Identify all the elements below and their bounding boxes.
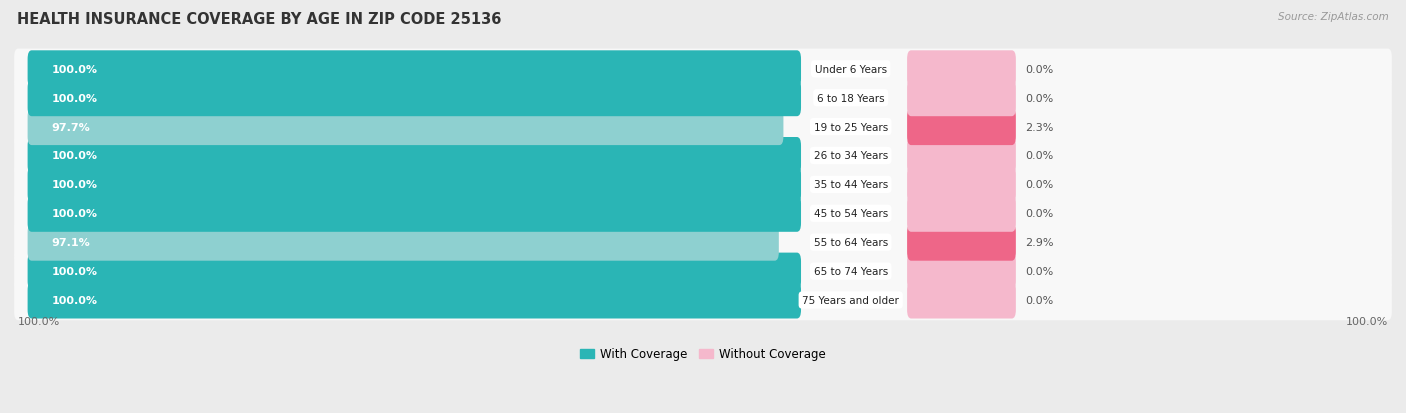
Text: 6 to 18 Years: 6 to 18 Years bbox=[817, 93, 884, 103]
Text: 100.0%: 100.0% bbox=[52, 93, 98, 103]
Text: 0.0%: 0.0% bbox=[1025, 180, 1053, 190]
FancyBboxPatch shape bbox=[907, 282, 1017, 319]
FancyBboxPatch shape bbox=[907, 253, 1017, 290]
FancyBboxPatch shape bbox=[14, 280, 1392, 320]
Legend: With Coverage, Without Coverage: With Coverage, Without Coverage bbox=[575, 343, 831, 366]
Text: 2.3%: 2.3% bbox=[1025, 122, 1053, 132]
Text: 100.0%: 100.0% bbox=[18, 316, 60, 326]
Text: HEALTH INSURANCE COVERAGE BY AGE IN ZIP CODE 25136: HEALTH INSURANCE COVERAGE BY AGE IN ZIP … bbox=[17, 12, 502, 27]
FancyBboxPatch shape bbox=[907, 51, 1017, 88]
FancyBboxPatch shape bbox=[907, 195, 1017, 232]
FancyBboxPatch shape bbox=[28, 80, 801, 117]
Text: 100.0%: 100.0% bbox=[1346, 316, 1388, 326]
Text: 0.0%: 0.0% bbox=[1025, 295, 1053, 305]
FancyBboxPatch shape bbox=[14, 107, 1392, 147]
Text: 45 to 54 Years: 45 to 54 Years bbox=[814, 209, 887, 219]
Text: 100.0%: 100.0% bbox=[52, 266, 98, 276]
FancyBboxPatch shape bbox=[14, 251, 1392, 292]
FancyBboxPatch shape bbox=[14, 78, 1392, 119]
FancyBboxPatch shape bbox=[14, 136, 1392, 176]
FancyBboxPatch shape bbox=[28, 109, 783, 146]
Text: 0.0%: 0.0% bbox=[1025, 209, 1053, 219]
FancyBboxPatch shape bbox=[907, 166, 1017, 204]
Text: 100.0%: 100.0% bbox=[52, 180, 98, 190]
Text: 0.0%: 0.0% bbox=[1025, 65, 1053, 75]
Text: 75 Years and older: 75 Years and older bbox=[803, 295, 900, 305]
Text: 0.0%: 0.0% bbox=[1025, 151, 1053, 161]
FancyBboxPatch shape bbox=[14, 223, 1392, 263]
FancyBboxPatch shape bbox=[28, 253, 801, 290]
Text: 100.0%: 100.0% bbox=[52, 151, 98, 161]
FancyBboxPatch shape bbox=[28, 224, 779, 261]
Text: Source: ZipAtlas.com: Source: ZipAtlas.com bbox=[1278, 12, 1389, 22]
FancyBboxPatch shape bbox=[28, 51, 801, 88]
FancyBboxPatch shape bbox=[907, 109, 1017, 146]
Text: 100.0%: 100.0% bbox=[52, 209, 98, 219]
Text: 35 to 44 Years: 35 to 44 Years bbox=[814, 180, 887, 190]
Text: 100.0%: 100.0% bbox=[52, 295, 98, 305]
Text: 26 to 34 Years: 26 to 34 Years bbox=[814, 151, 887, 161]
Text: 97.1%: 97.1% bbox=[52, 237, 90, 248]
FancyBboxPatch shape bbox=[28, 166, 801, 204]
Text: 100.0%: 100.0% bbox=[52, 65, 98, 75]
FancyBboxPatch shape bbox=[28, 138, 801, 175]
FancyBboxPatch shape bbox=[14, 165, 1392, 205]
Text: 2.9%: 2.9% bbox=[1025, 237, 1053, 248]
Text: Under 6 Years: Under 6 Years bbox=[814, 65, 887, 75]
Text: 19 to 25 Years: 19 to 25 Years bbox=[814, 122, 887, 132]
FancyBboxPatch shape bbox=[907, 224, 1017, 261]
Text: 65 to 74 Years: 65 to 74 Years bbox=[814, 266, 887, 276]
FancyBboxPatch shape bbox=[14, 194, 1392, 234]
FancyBboxPatch shape bbox=[907, 80, 1017, 117]
FancyBboxPatch shape bbox=[28, 282, 801, 319]
Text: 97.7%: 97.7% bbox=[52, 122, 90, 132]
FancyBboxPatch shape bbox=[907, 138, 1017, 175]
FancyBboxPatch shape bbox=[28, 195, 801, 232]
Text: 0.0%: 0.0% bbox=[1025, 93, 1053, 103]
Text: 55 to 64 Years: 55 to 64 Years bbox=[814, 237, 887, 248]
FancyBboxPatch shape bbox=[14, 50, 1392, 90]
Text: 0.0%: 0.0% bbox=[1025, 266, 1053, 276]
